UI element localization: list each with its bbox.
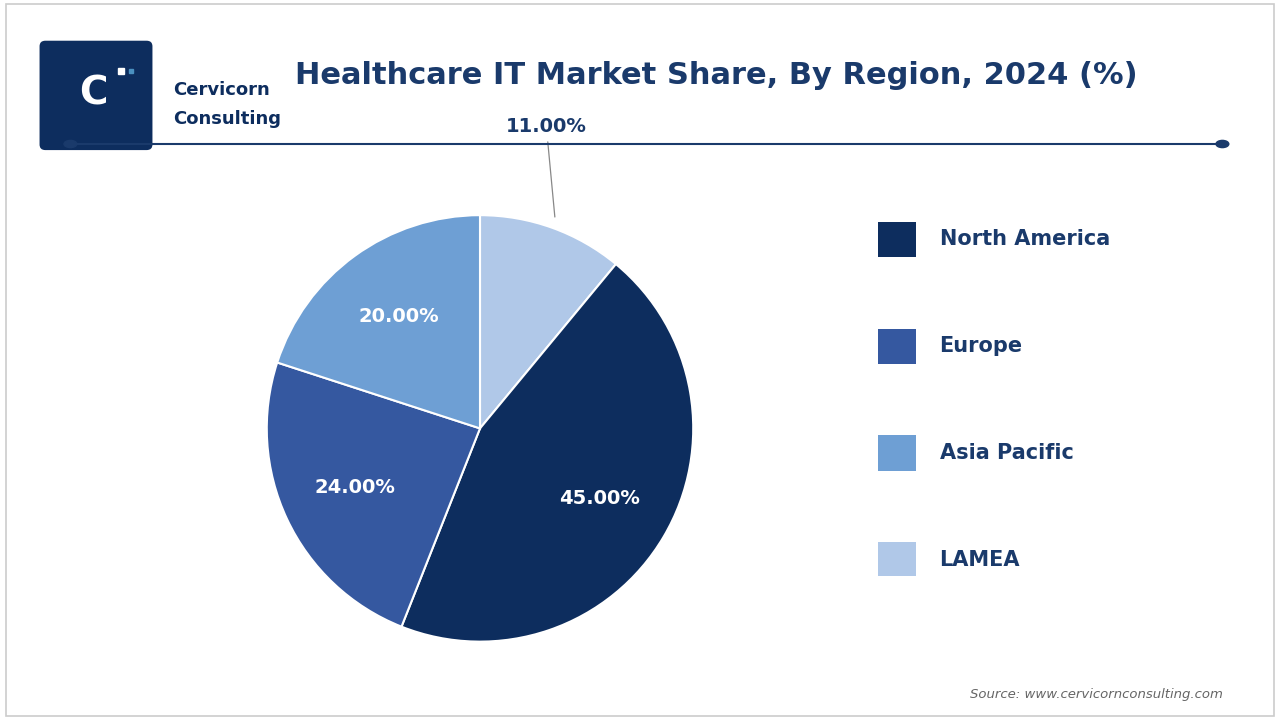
Wedge shape	[480, 215, 616, 428]
Text: 11.00%: 11.00%	[506, 117, 586, 217]
Text: LAMEA: LAMEA	[940, 550, 1020, 570]
Text: Europe: Europe	[940, 336, 1023, 356]
Bar	[878, 436, 916, 471]
Bar	[878, 328, 916, 364]
Text: Consulting: Consulting	[173, 110, 280, 128]
Wedge shape	[402, 264, 694, 642]
Text: 20.00%: 20.00%	[358, 307, 439, 325]
Text: Cervicorn: Cervicorn	[173, 81, 270, 99]
Bar	[878, 542, 916, 578]
Text: 24.00%: 24.00%	[314, 478, 396, 497]
Wedge shape	[278, 215, 480, 428]
Text: Source: www.cervicornconsulting.com: Source: www.cervicornconsulting.com	[969, 688, 1222, 701]
Wedge shape	[266, 362, 480, 626]
Bar	[878, 222, 916, 257]
Text: C: C	[79, 74, 108, 112]
FancyBboxPatch shape	[40, 41, 152, 150]
Text: North America: North America	[940, 230, 1110, 249]
Text: 45.00%: 45.00%	[559, 490, 640, 508]
Text: Healthcare IT Market Share, By Region, 2024 (%): Healthcare IT Market Share, By Region, 2…	[296, 61, 1138, 90]
Text: Asia Pacific: Asia Pacific	[940, 444, 1074, 463]
